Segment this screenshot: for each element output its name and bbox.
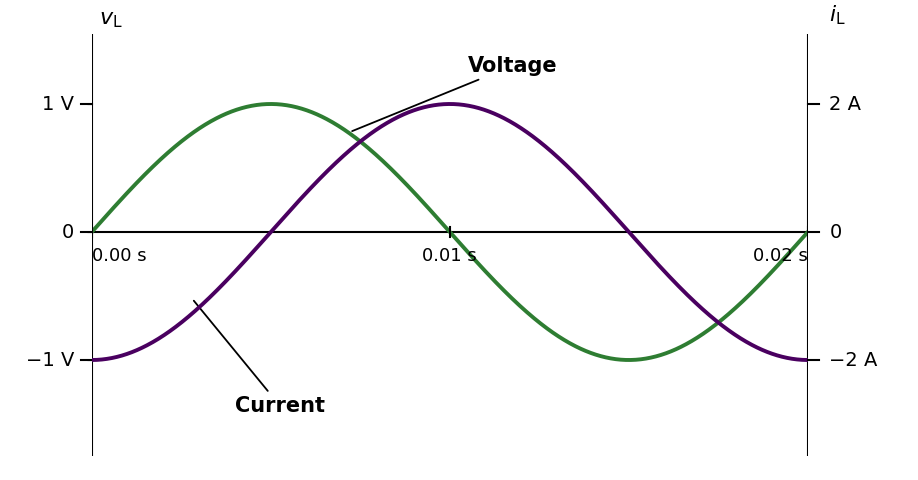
Text: Voltage: Voltage bbox=[353, 56, 557, 131]
Text: 0: 0 bbox=[62, 223, 74, 241]
Text: −2 A: −2 A bbox=[829, 350, 878, 370]
Text: $i_\mathsf{L}$: $i_\mathsf{L}$ bbox=[829, 3, 846, 27]
Text: 0.00 s: 0.00 s bbox=[92, 247, 147, 265]
Text: 2 A: 2 A bbox=[829, 95, 861, 113]
Text: 0: 0 bbox=[829, 223, 842, 241]
Text: −1 V: −1 V bbox=[26, 350, 74, 370]
Text: 1 V: 1 V bbox=[42, 95, 74, 113]
Text: Current: Current bbox=[194, 300, 325, 416]
Text: $v_\mathsf{L}$: $v_\mathsf{L}$ bbox=[99, 10, 123, 30]
Text: 0.02 s: 0.02 s bbox=[753, 247, 808, 265]
Text: 0.01 s: 0.01 s bbox=[422, 247, 477, 265]
